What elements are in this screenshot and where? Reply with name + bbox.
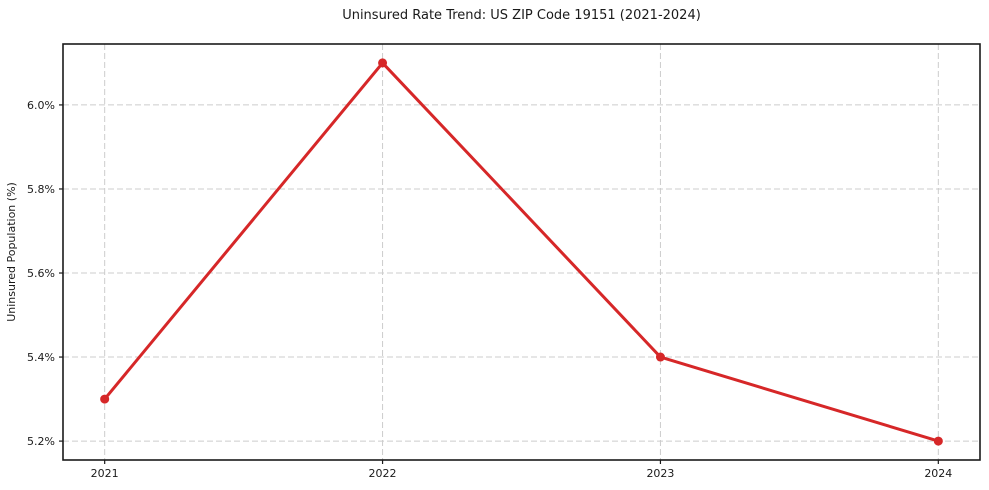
plot-frame [62, 43, 981, 461]
y-tick-label: 5.4% [27, 351, 55, 364]
x-tick-label: 2023 [646, 467, 674, 480]
y-axis-label: Uninsured Population (%) [5, 182, 18, 322]
x-tick-label: 2021 [91, 467, 119, 480]
y-tick-label: 5.2% [27, 435, 55, 448]
data-point-marker [655, 352, 665, 362]
data-point-marker [933, 436, 943, 446]
y-tick-label: 5.8% [27, 183, 55, 196]
data-point-marker [100, 394, 110, 404]
y-tick-label: 5.6% [27, 267, 55, 280]
data-line [103, 61, 940, 443]
y-tick-label: 6.0% [27, 99, 55, 112]
x-tick-label: 2022 [369, 467, 397, 480]
chart-title: Uninsured Rate Trend: US ZIP Code 19151 … [342, 8, 701, 23]
data-point-marker [378, 58, 388, 68]
x-tick-label: 2024 [924, 467, 952, 480]
